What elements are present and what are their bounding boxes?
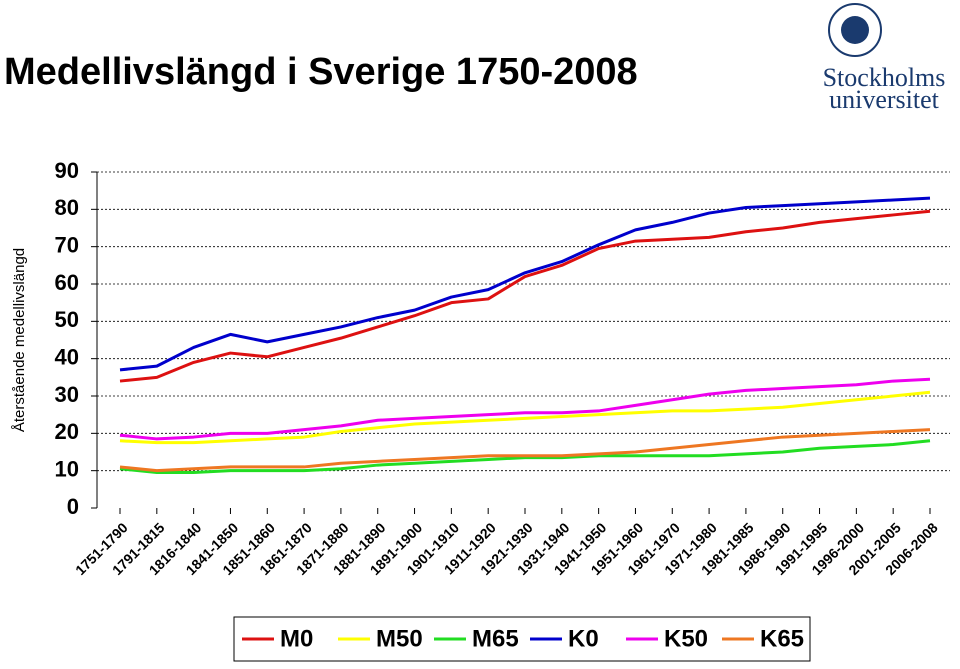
y-tick-label: 10 xyxy=(55,456,79,481)
page-title: Medellivslängd i Sverige 1750-2008 xyxy=(4,51,638,93)
logo-text: Stockholms xyxy=(823,63,946,92)
legend-label: M65 xyxy=(472,625,519,652)
y-tick-label: 20 xyxy=(55,419,79,444)
series-line xyxy=(119,377,931,441)
y-tick-label: 70 xyxy=(55,232,79,257)
y-tick-label: 90 xyxy=(55,158,79,183)
series-line xyxy=(119,209,931,383)
y-tick-label: 50 xyxy=(55,307,79,332)
series-line xyxy=(119,428,931,473)
y-tick-label: 60 xyxy=(55,270,79,295)
legend-label: M50 xyxy=(376,625,423,652)
series-line xyxy=(119,196,931,372)
y-tick-label: 80 xyxy=(55,195,79,220)
legend-label: K65 xyxy=(760,625,804,652)
y-tick-label: 30 xyxy=(55,382,79,407)
legend-box xyxy=(233,616,811,662)
logo-text: universitet xyxy=(829,85,940,114)
y-tick-label: 0 xyxy=(67,494,79,519)
legend-label: M0 xyxy=(280,625,313,652)
logo-seal-center xyxy=(841,16,869,44)
logo-seal xyxy=(828,3,882,57)
legend-label: K0 xyxy=(568,625,599,652)
series-line xyxy=(119,390,931,445)
logo: Stockholms universitet xyxy=(823,3,946,114)
y-tick-label: 40 xyxy=(55,344,79,369)
y-axis-label: Återstående medellivslängd xyxy=(11,248,28,432)
series-line xyxy=(119,439,931,475)
legend-label: K50 xyxy=(664,625,708,652)
